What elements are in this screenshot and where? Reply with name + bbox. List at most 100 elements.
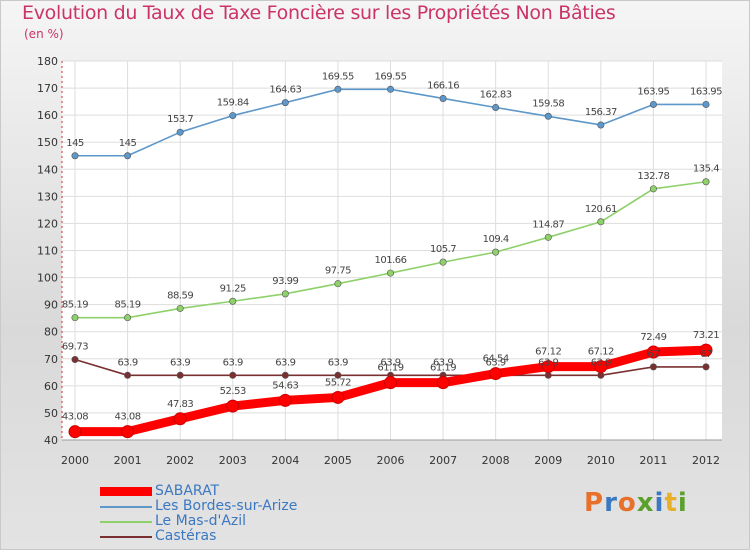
legend-item: Le Mas-d'Azil [100, 514, 297, 529]
data-label: 145 [66, 138, 84, 149]
data-point [281, 290, 289, 298]
data-point [121, 425, 135, 439]
data-point [173, 412, 187, 426]
data-point [68, 425, 82, 439]
data-point [702, 363, 710, 371]
data-label: 105.7 [430, 244, 456, 255]
x-tick-label: 2010 [587, 454, 615, 467]
data-point [71, 356, 79, 364]
data-label: 164.63 [269, 85, 301, 96]
data-point [544, 233, 552, 241]
data-label: 67.12 [588, 347, 614, 358]
data-label: 63.9 [223, 357, 243, 368]
x-tick-label: 2008 [482, 454, 510, 467]
x-tick-label: 2000 [61, 454, 89, 467]
data-label: 63.9 [433, 357, 453, 368]
data-point [386, 269, 394, 277]
data-point [278, 393, 292, 407]
data-point [71, 314, 79, 322]
data-point [439, 258, 447, 266]
data-label: 166.16 [427, 80, 459, 91]
y-tick-label: 120 [37, 217, 58, 230]
data-label: 85.19 [115, 300, 141, 311]
legend-swatch [100, 520, 152, 523]
y-axis-unit: (en %) [24, 27, 64, 41]
x-tick-label: 2005 [324, 454, 352, 467]
data-point [439, 94, 447, 102]
data-label: 67 [700, 349, 712, 360]
data-point [597, 121, 605, 129]
data-label: 156.37 [585, 107, 617, 118]
y-tick-label: 50 [44, 407, 58, 420]
y-tick-label: 100 [37, 272, 58, 285]
y-tick-label: 160 [37, 109, 58, 122]
data-point [702, 178, 710, 186]
data-point [124, 371, 132, 379]
data-point [226, 399, 240, 413]
data-label: 169.55 [375, 71, 407, 82]
data-label: 63.9 [591, 357, 611, 368]
x-tick-label: 2009 [534, 454, 562, 467]
data-label: 69.73 [62, 342, 88, 353]
data-point [649, 185, 657, 193]
legend-swatch [100, 535, 152, 538]
legend-label: SABARAT [155, 483, 220, 499]
data-label: 120.61 [585, 204, 617, 215]
data-label: 55.72 [325, 377, 351, 388]
legend-item: SABARAT [100, 484, 297, 499]
x-tick-label: 2006 [377, 454, 405, 467]
data-label: 169.55 [322, 71, 354, 82]
data-point [334, 371, 342, 379]
x-tick-label: 2001 [114, 454, 142, 467]
data-point [334, 85, 342, 93]
data-point [124, 152, 132, 160]
data-label: 73.21 [693, 330, 719, 341]
x-tick-label: 2007 [429, 454, 457, 467]
proxiti-logo: Proxiti [584, 488, 688, 518]
data-point [71, 152, 79, 160]
data-label: 162.83 [480, 89, 512, 100]
data-label: 63.9 [538, 357, 558, 368]
data-point [281, 371, 289, 379]
data-label: 61.19 [377, 363, 403, 374]
data-label: 61.19 [430, 363, 456, 374]
y-tick-label: 130 [37, 190, 58, 203]
y-tick-label: 70 [44, 353, 58, 366]
data-point [489, 367, 503, 381]
data-point [386, 85, 394, 93]
x-tick-label: 2002 [166, 454, 194, 467]
y-tick-label: 110 [37, 245, 58, 258]
data-point [281, 99, 289, 107]
data-point [384, 376, 397, 390]
y-tick-label: 90 [44, 299, 58, 312]
data-label: 63.9 [380, 357, 400, 368]
data-label: 43.08 [62, 412, 88, 423]
y-tick-label: 80 [44, 326, 58, 339]
data-label: 63.9 [328, 357, 348, 368]
data-point [176, 371, 184, 379]
legend-swatch [100, 487, 152, 496]
data-label: 43.08 [115, 412, 141, 423]
x-tick-label: 2011 [639, 454, 667, 467]
data-label: 97.75 [325, 266, 351, 277]
data-label: 63.9 [117, 357, 137, 368]
legend-item: Les Bordes-sur-Arize [100, 499, 297, 514]
data-label: 54.63 [272, 380, 298, 391]
x-tick-label: 2012 [692, 454, 720, 467]
legend-swatch [100, 505, 152, 508]
data-point [492, 103, 500, 111]
data-label: 91.25 [220, 283, 246, 294]
data-label: 153.7 [167, 114, 193, 125]
data-point [541, 360, 555, 374]
data-label: 145 [119, 138, 137, 149]
data-label: 135.4 [693, 164, 719, 175]
data-label: 109.4 [483, 234, 509, 245]
y-tick-label: 170 [37, 82, 58, 95]
data-point [702, 100, 710, 108]
data-point [229, 371, 237, 379]
y-tick-label: 60 [44, 380, 58, 393]
data-point [492, 248, 500, 256]
data-label: 88.59 [167, 290, 193, 301]
data-label: 93.99 [272, 276, 298, 287]
